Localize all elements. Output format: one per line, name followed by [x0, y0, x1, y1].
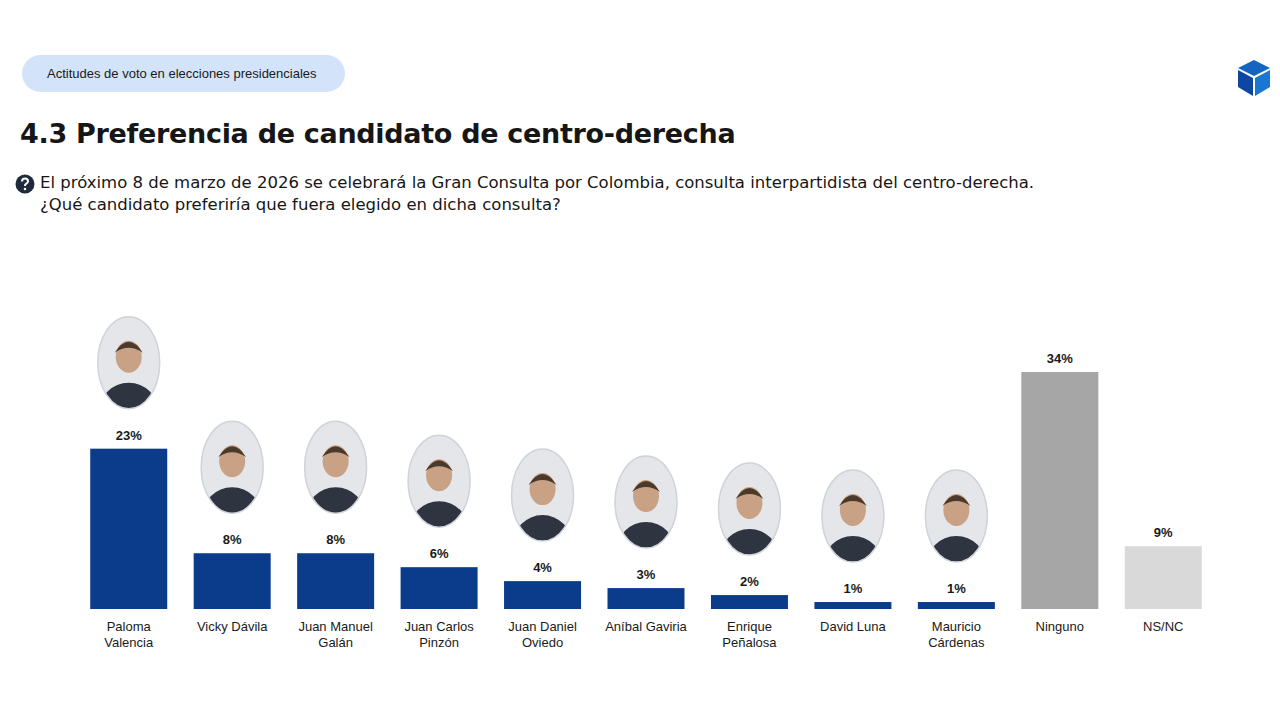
portrait-frame [98, 317, 160, 409]
category-label: Aníbal Gaviria [605, 619, 687, 634]
portrait-frame [305, 421, 367, 513]
bar [1021, 372, 1098, 609]
bar [711, 595, 788, 609]
category-label: NS/NC [1143, 619, 1183, 634]
title: 4.3 Preferencia de candidato de centro-d… [20, 118, 735, 149]
data-label: 1% [844, 581, 863, 596]
data-label: 2% [740, 574, 759, 589]
category-label: EnriquePeñalosa [722, 619, 777, 650]
bar [504, 581, 581, 609]
data-label: 34% [1047, 351, 1073, 366]
bar [297, 553, 374, 609]
portrait [97, 316, 161, 443]
portrait-frame [925, 470, 987, 562]
data-label: 6% [430, 546, 449, 561]
category-label: Juan ManuelGalán [298, 619, 373, 650]
portrait [924, 469, 988, 596]
data-label: 4% [533, 560, 552, 575]
bars [90, 372, 1202, 609]
portrait [717, 462, 781, 589]
category-label: David Luna [820, 619, 887, 634]
category-label: PalomaValencia [104, 619, 154, 650]
bar [401, 567, 478, 609]
data-label: 3% [637, 567, 656, 582]
section-badge: Actitudes de voto en elecciones presiden… [22, 55, 345, 92]
portrait-frame [512, 449, 574, 541]
data-label: 1% [947, 581, 966, 596]
category-label: MauricioCárdenas [928, 619, 985, 650]
chart: 23% PalomaValencia 8% Vicky Dávila 8% Juan Ma… [0, 0, 1280, 720]
bar [90, 449, 167, 609]
portrait-frame [615, 456, 677, 548]
portrait-frame [408, 435, 470, 527]
portrait-frame [822, 470, 884, 562]
question-icon [15, 174, 35, 194]
logo-cube [1236, 58, 1272, 98]
portrait [511, 448, 575, 575]
photos [97, 316, 989, 596]
category-label: Juan DanielOviedo [508, 619, 577, 650]
category-label: Ninguno [1036, 619, 1084, 634]
bar [918, 602, 995, 609]
portrait [407, 434, 471, 561]
data-label: 23% [116, 428, 142, 443]
portrait [614, 455, 678, 582]
data-label: 9% [1154, 525, 1173, 540]
bar [194, 553, 271, 609]
data-label: 8% [326, 532, 345, 547]
labels: 23% PalomaValencia 8% Vicky Dávila 8% Juan Ma… [104, 351, 1183, 650]
data-label: 8% [223, 532, 242, 547]
portrait-frame [201, 421, 263, 513]
portrait [821, 469, 885, 596]
portrait-frame [718, 463, 780, 555]
bar [608, 588, 685, 609]
portrait [304, 420, 368, 547]
category-label: Juan CarlosPinzón [404, 619, 474, 650]
category-label: Vicky Dávila [197, 619, 268, 634]
portrait [200, 420, 264, 547]
bar [814, 602, 891, 609]
subtitle: El próximo 8 de marzo de 2026 se celebra… [40, 172, 1275, 216]
bar [1125, 546, 1202, 609]
